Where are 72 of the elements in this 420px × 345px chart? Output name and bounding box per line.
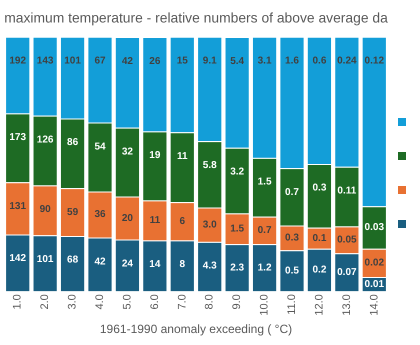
annotation: 126 — [36, 134, 54, 146]
x-tick-label: 5.0 — [121, 294, 134, 310]
annotation: 0.24 — [337, 56, 358, 67]
x-tick-label: 3.0 — [66, 294, 79, 310]
annotation: 0.1 — [312, 232, 327, 244]
annotation: 26 — [149, 56, 161, 67]
annotation: 11 — [176, 150, 188, 162]
annotation: 42 — [94, 256, 106, 268]
annotation: 8 — [180, 259, 186, 270]
annotation: 0.3 — [285, 232, 300, 244]
annotation: 0.12 — [364, 56, 384, 67]
annotation: 0.5 — [285, 265, 300, 276]
annotation: 0.03 — [364, 222, 384, 234]
annotation: 0.11 — [337, 186, 357, 197]
x-tick-label: 1.0 — [12, 294, 24, 310]
annotation: 20 — [122, 212, 134, 224]
annotation: 11 — [150, 215, 161, 226]
annotation: 3.0 — [202, 219, 218, 230]
annotation: 19 — [149, 150, 161, 162]
annotation: 14 — [149, 259, 161, 270]
annotation: 2.3 — [230, 262, 245, 274]
x-tick-label: 9.0 — [231, 294, 244, 310]
annotation: 0.05 — [337, 234, 358, 246]
chart-title: maximum temperature - relative numbers of above average da — [4, 9, 388, 26]
annotation: 86 — [67, 137, 79, 148]
annotation: 54 — [94, 141, 106, 152]
annotation: 4.3 — [202, 260, 218, 272]
annotation: 0.07 — [337, 266, 358, 278]
annotation: 1.6 — [285, 56, 300, 67]
annotation: 68 — [67, 254, 79, 266]
annotation: 3.1 — [258, 56, 272, 67]
annotation: 90 — [40, 204, 52, 216]
x-tick-label: 11.0 — [286, 294, 298, 315]
x-tick-label: 2.0 — [39, 294, 52, 310]
annotation: 101 — [64, 56, 82, 67]
annotation: 1.2 — [258, 262, 272, 274]
x-tick-label: 4.0 — [94, 294, 106, 310]
annotation: 59 — [67, 206, 79, 218]
annotation: 0.6 — [312, 56, 327, 67]
x-tick-label: 10.0 — [258, 294, 271, 316]
annotation: 1.5 — [230, 223, 245, 234]
x-tick-label: 6.0 — [148, 294, 161, 310]
annotation: 0.7 — [285, 186, 300, 198]
annotation: 5.4 — [230, 56, 245, 67]
annotation: 0.01 — [364, 278, 384, 290]
annotation: 173 — [9, 132, 26, 144]
x-tick-label: 8.0 — [204, 294, 216, 310]
annotation: 143 — [36, 56, 54, 67]
x-axis-title: 1961-1990 anomaly exceeding ( °C) — [100, 322, 292, 336]
x-tick-label: 14.0 — [368, 294, 380, 316]
annotation: 0.02 — [364, 258, 384, 269]
annotation: 36 — [94, 209, 106, 220]
annotation: 0.7 — [258, 225, 272, 236]
annotation: 67 — [94, 56, 106, 67]
annotation: 0.2 — [312, 264, 327, 276]
annotation: 9.1 — [202, 56, 218, 67]
annotation: 32 — [122, 146, 134, 158]
annotation: 5.8 — [202, 160, 218, 171]
annotation: 3.2 — [230, 166, 245, 178]
annotation: 192 — [9, 56, 26, 67]
annotation: 101 — [36, 254, 54, 265]
annotation: 42 — [122, 56, 134, 67]
annotation: 15 — [176, 56, 188, 67]
annotation: 0.3 — [312, 182, 327, 194]
x-tick-label: 7.0 — [176, 294, 188, 310]
annotation: 131 — [9, 201, 26, 212]
annotation: 142 — [9, 253, 26, 264]
annotation: 6 — [180, 216, 186, 227]
x-tick-label: 13.0 — [340, 294, 353, 316]
annotation: 1.5 — [258, 176, 272, 188]
x-tick-label: 12.0 — [313, 294, 326, 316]
annotation: 24 — [122, 258, 134, 270]
